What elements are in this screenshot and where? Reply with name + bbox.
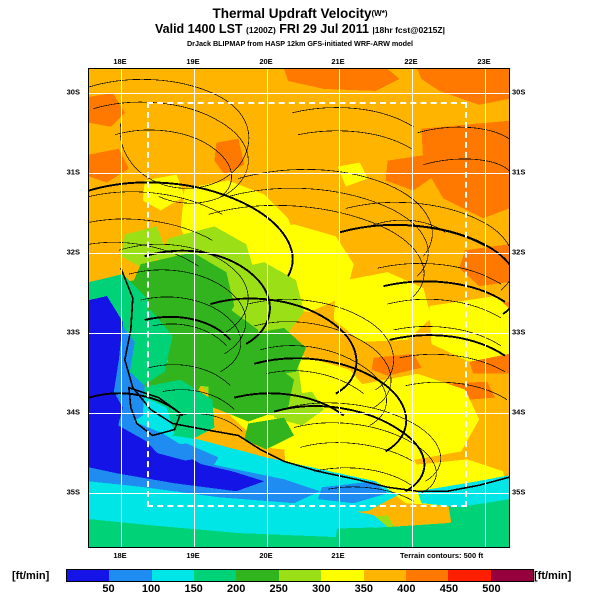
subtitle-valid-time: Valid 1400 LST <box>155 22 243 36</box>
model-source-line: DrJack BLIPMAP from HASP 12km GFS-initia… <box>186 39 414 48</box>
colorbar-swatch-2 <box>151 570 195 581</box>
colorbar-tick-500: 500 <box>482 583 501 595</box>
lat-label-left-4: 34S <box>66 407 80 417</box>
lon-label-top-1: 19E <box>186 57 200 66</box>
colorbar-swatch-1 <box>109 570 152 581</box>
colorbar-swatch-10 <box>490 570 533 581</box>
lat-label-left-1: 31S <box>66 167 80 177</box>
colorbar-legend: [ft/min] [ft/min] 50 100 150 200 250 300 350 40… <box>0 566 600 600</box>
gridline-lon-20e <box>267 69 269 547</box>
lon-label-top-2: 20E <box>259 57 273 66</box>
colorbar-tick-labels: 50 100 150 200 250 300 350 400 450 500 <box>66 583 534 597</box>
gridline-lon-18e <box>121 69 123 547</box>
gridline-lat-30s <box>89 93 509 95</box>
colorbar-swatch-6 <box>321 570 364 581</box>
colorbar-swatch-9 <box>448 570 491 581</box>
colorbar-tick-300: 300 <box>312 583 331 595</box>
page-title: Thermal Updraft Velocity(W*) <box>0 6 600 22</box>
gridline-lon-22e <box>412 69 414 547</box>
lat-label-right-1: 31S <box>512 167 526 177</box>
terrain-contour-note: Terrain contours: 500 ft <box>400 551 484 560</box>
subtitle-date: FRI 29 Jul 2011 <box>279 22 369 36</box>
lon-label-top-0: 18E <box>113 57 127 66</box>
colorbar-tick-250: 250 <box>269 583 288 595</box>
lat-label-right-2: 32S <box>512 247 526 257</box>
lat-label-left-2: 32S <box>66 247 80 257</box>
title-main-text: Thermal Updraft Velocity <box>212 6 372 21</box>
lon-label-bottom-3: 21E <box>331 551 345 560</box>
gridline-lat-32s <box>89 253 509 255</box>
colorbar-tick-50: 50 <box>102 583 115 595</box>
colorbar-swatch-4 <box>236 570 279 581</box>
gridline-lat-34s <box>89 413 509 415</box>
colorbar-swatch-5 <box>278 570 322 581</box>
forecast-map[interactable] <box>88 68 510 548</box>
lon-label-bottom-1: 19E <box>186 551 200 560</box>
colorbar-swatch-7 <box>363 570 406 581</box>
gridline-lon-23e <box>485 69 487 547</box>
lon-label-top-5: 23E <box>477 57 491 66</box>
colorbar-tick-450: 450 <box>439 583 459 595</box>
lat-label-right-3: 33S <box>512 327 526 337</box>
colorbar-tick-200: 200 <box>226 583 246 595</box>
colorbar-tick-350: 350 <box>354 583 373 595</box>
colorbar-swatch-8 <box>405 570 449 581</box>
colorbar-tick-100: 100 <box>141 583 161 595</box>
gridline-lon-21e <box>339 69 341 547</box>
lat-label-left-5: 35S <box>66 487 80 497</box>
forecast-subdomain-box <box>147 102 467 507</box>
lat-label-left-0: 30S <box>66 87 80 97</box>
subtitle-line: Valid 1400 LST (1200Z) FRI 29 Jul 2011 |… <box>0 22 600 38</box>
colorbar-swatch-0 <box>67 570 110 581</box>
subtitle-forecast-hour: |18hr fcst@0215Z| <box>372 25 445 35</box>
title-superscript: (W*) <box>371 9 388 18</box>
lat-label-right-4: 34S <box>512 407 526 417</box>
colorbar-unit-left: [ft/min] <box>12 570 50 582</box>
colorbar-tick-400: 400 <box>397 583 416 595</box>
gridline-lat-33s <box>89 333 509 335</box>
lon-label-top-3: 21E <box>331 57 345 66</box>
colorbar-swatch-3 <box>194 570 237 581</box>
lon-label-top-4: 22E <box>404 57 418 66</box>
lon-label-bottom-0: 18E <box>113 551 127 560</box>
subtitle-zulu-time: (1200Z) <box>246 25 276 35</box>
lon-label-bottom-2: 20E <box>259 551 273 560</box>
lat-label-left-3: 33S <box>66 327 80 337</box>
colorbar-unit-right: [ft/min] <box>534 570 572 582</box>
gridline-lat-35s <box>89 493 509 495</box>
colorbar-gradient[interactable] <box>66 569 534 582</box>
colorbar-tick-150: 150 <box>184 583 203 595</box>
gridline-lon-19e <box>194 69 196 547</box>
gridline-lat-31s <box>89 173 509 175</box>
lat-label-right-0: 30S <box>512 87 526 97</box>
lat-label-right-5: 35S <box>512 487 526 497</box>
header-block: Thermal Updraft Velocity(W*) Valid 1400 … <box>0 6 600 49</box>
